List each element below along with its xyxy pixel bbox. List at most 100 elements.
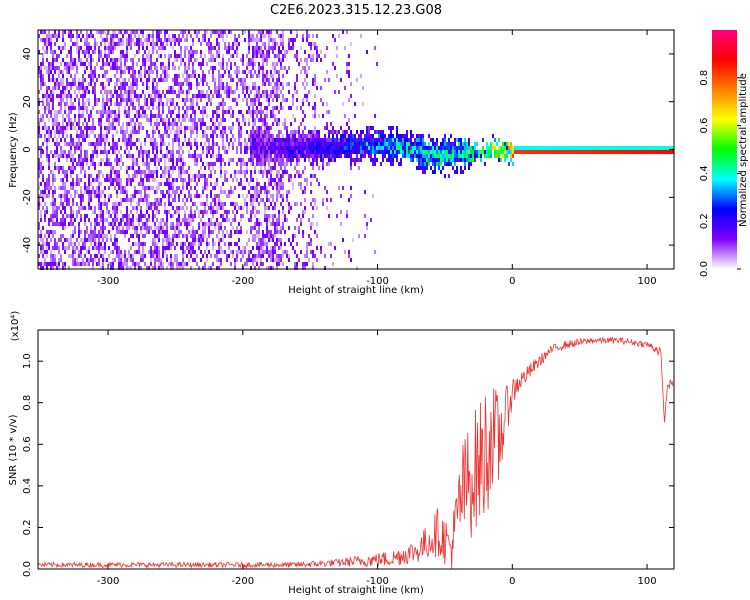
spectrogram-cell	[290, 122, 292, 126]
spectrogram-cell	[210, 34, 212, 38]
spectrogram-cell	[122, 138, 124, 142]
spectrogram-cell	[64, 198, 66, 202]
spectrogram-cell	[314, 150, 316, 154]
spectrogram-cell	[252, 262, 254, 266]
spectrogram-cell	[144, 102, 146, 106]
spectrogram-cell	[338, 142, 340, 146]
spectrogram-cell	[88, 54, 90, 58]
spectrogram-cell	[244, 162, 246, 166]
spectrogram-cell	[156, 190, 158, 194]
spectrogram-cell	[272, 254, 274, 258]
spectrogram-cell	[144, 226, 146, 230]
spectrogram-cell	[258, 250, 260, 254]
spectrogram-cell	[84, 214, 86, 218]
spectrogram-cell	[266, 74, 268, 78]
spectrogram-cell	[64, 194, 66, 198]
spectrogram-cell	[256, 198, 258, 202]
spectrogram-cell	[88, 42, 90, 46]
spectrogram-cell	[246, 130, 248, 134]
spectrogram-cell	[330, 158, 332, 162]
spectrogram-cell	[420, 134, 422, 138]
spectrogram-cell	[196, 238, 198, 242]
spectrogram-cell	[160, 222, 162, 226]
spectrogram-cell	[448, 138, 450, 142]
spectrogram-cell	[100, 182, 102, 186]
spectrogram-cell	[180, 58, 182, 62]
spectrogram-cell	[66, 178, 68, 182]
spectrogram-cell	[328, 134, 330, 138]
spectrogram-cell	[282, 142, 284, 146]
spectrogram-cell	[52, 138, 54, 142]
spectrogram-cell	[160, 138, 162, 142]
spectrogram-cell	[244, 186, 246, 190]
spectrogram-cell	[362, 102, 364, 106]
spectrogram-cell	[206, 162, 208, 166]
spectrogram-cell	[244, 174, 246, 178]
spectrogram-cell	[66, 62, 68, 66]
spectrogram-cell	[324, 254, 326, 258]
spectrogram-cell	[50, 214, 52, 218]
spectrogram-cell	[440, 158, 442, 162]
spectrogram-cell	[48, 118, 50, 122]
spectrogram-cell	[112, 62, 114, 66]
spectrogram-cell	[44, 42, 46, 46]
spectrogram-cell	[224, 130, 226, 134]
spectrogram-cell	[48, 70, 50, 74]
spectrogram-cell	[120, 146, 122, 150]
spectrogram-cell	[182, 166, 184, 170]
spectrogram-cell	[304, 58, 306, 62]
spectrogram-cell	[390, 138, 392, 142]
spectrogram-cell	[192, 174, 194, 178]
spectrogram-cell	[252, 138, 254, 142]
spectrogram-cell	[134, 194, 136, 198]
spectrogram-cell	[308, 218, 310, 222]
spectrogram-cell	[92, 34, 94, 38]
spectrogram-cell	[90, 230, 92, 234]
spectrogram-cell	[48, 134, 50, 138]
spectrogram-cell	[42, 178, 44, 182]
spectrogram-cell	[126, 102, 128, 106]
spectrogram-cell	[170, 214, 172, 218]
spectrogram-cell	[240, 206, 242, 210]
spectrogram-cell	[268, 94, 270, 98]
spectrogram-cell	[100, 206, 102, 210]
spectrogram-cell	[182, 90, 184, 94]
spectrogram-cell	[168, 246, 170, 250]
spectrogram-cell	[312, 214, 314, 218]
spectrogram-cell	[236, 86, 238, 90]
spectrogram-cell	[242, 206, 244, 210]
spectrogram-cell	[228, 70, 230, 74]
spectrogram-cell	[114, 62, 116, 66]
spectrogram-cell	[126, 54, 128, 58]
spectrogram-cell	[88, 198, 90, 202]
spectrogram-cell	[290, 130, 292, 134]
spectrogram-cell	[222, 206, 224, 210]
spectrogram-cell	[372, 142, 374, 146]
spectrogram-cell	[78, 242, 80, 246]
spectrogram-cell	[164, 170, 166, 174]
spectrogram-cell	[272, 38, 274, 42]
spectrogram-cell	[180, 86, 182, 90]
spectrogram-cell	[144, 142, 146, 146]
spectrogram-cell	[70, 186, 72, 190]
spectrogram-cell	[68, 50, 70, 54]
spectrogram-cell	[82, 242, 84, 246]
spectrogram-cell	[54, 178, 56, 182]
spectrogram-cell	[56, 38, 58, 42]
spectrogram-cell	[108, 222, 110, 226]
spectrogram-cell	[58, 82, 60, 86]
spectrogram-cell	[402, 146, 404, 150]
spectrogram-cell	[422, 170, 424, 174]
spectrogram-cell	[94, 242, 96, 246]
spectrogram-cell	[92, 230, 94, 234]
spectrogram-cell	[126, 142, 128, 146]
spectrogram-cell	[348, 146, 350, 150]
spectrogram-cell	[118, 258, 120, 262]
spectrogram-cell	[206, 178, 208, 182]
spectrogram-cell	[280, 230, 282, 234]
spectrogram-cell	[38, 66, 40, 70]
spectrogram-cell	[84, 206, 86, 210]
spectrogram-cell	[42, 254, 44, 258]
spectrogram-cell	[278, 78, 280, 82]
spectrogram-cell	[128, 174, 130, 178]
